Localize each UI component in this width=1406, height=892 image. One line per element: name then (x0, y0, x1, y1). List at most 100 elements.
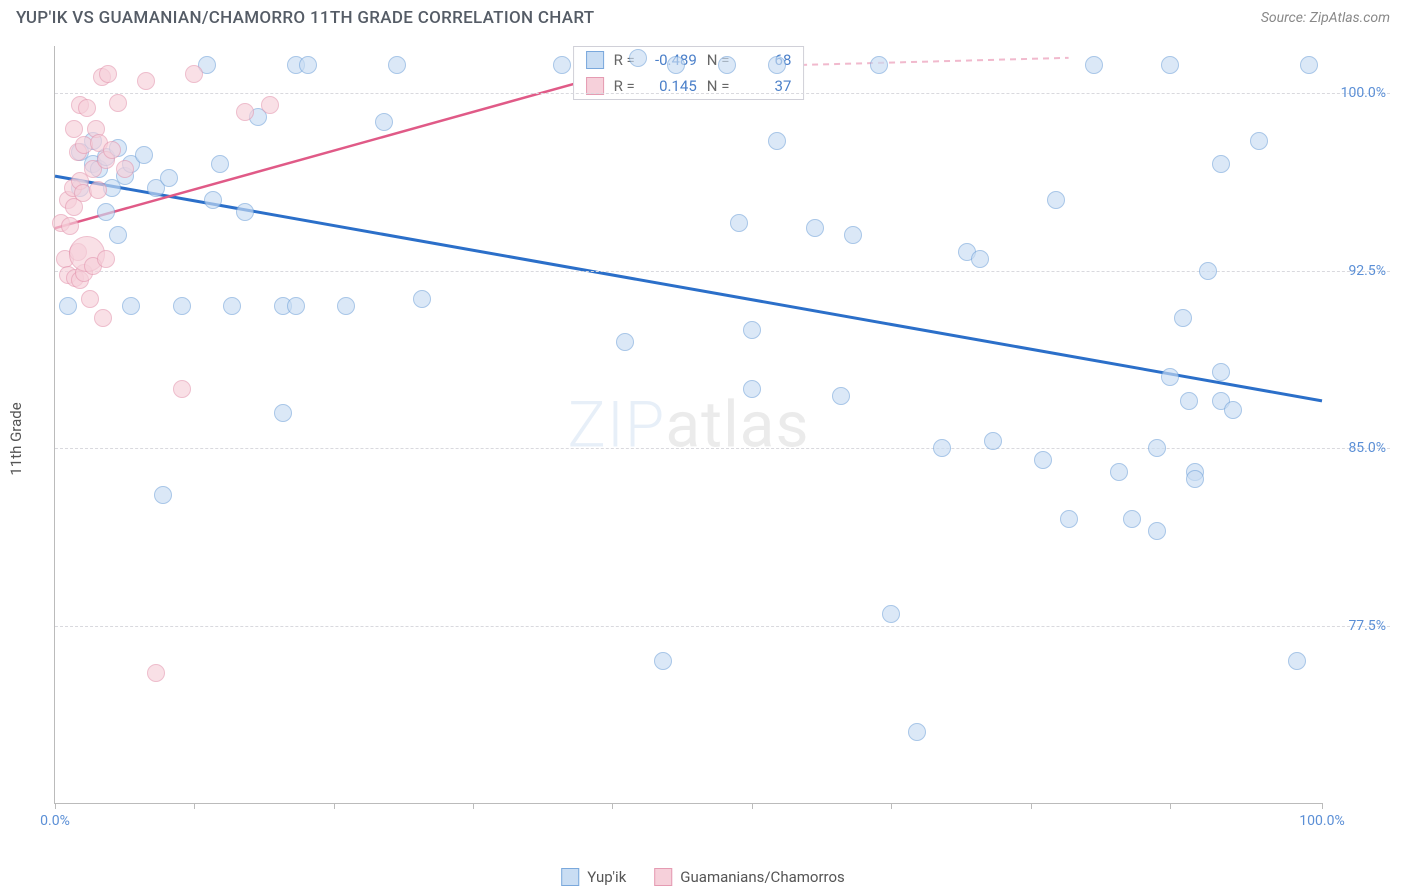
legend-swatch (586, 77, 604, 95)
data-point (287, 297, 305, 315)
data-point (160, 169, 178, 187)
data-point (1174, 309, 1192, 327)
data-point (99, 65, 117, 83)
data-point (337, 297, 355, 315)
trend-lines (55, 46, 1322, 803)
data-point (78, 99, 96, 117)
data-point (375, 113, 393, 131)
r-label: R = (614, 77, 635, 95)
data-point (882, 605, 900, 623)
data-point (933, 439, 951, 457)
data-point (1060, 510, 1078, 528)
stats-legend: R =-0.489N =68R =0.145N =37 (573, 46, 805, 100)
data-point (1161, 56, 1179, 74)
x-tick (612, 803, 613, 809)
data-point (1224, 401, 1242, 419)
legend-label: Yup'ik (587, 868, 626, 886)
x-tick (334, 803, 335, 809)
data-point (1123, 510, 1141, 528)
data-point (1085, 56, 1103, 74)
data-point (97, 203, 115, 221)
stats-row: R =0.145N =37 (574, 73, 804, 99)
data-point (154, 486, 172, 504)
data-point (173, 297, 191, 315)
plot-region: ZIPatlas R =-0.489N =68R =0.145N =37 77.… (54, 46, 1322, 804)
data-point (1186, 470, 1204, 488)
x-tick (1322, 803, 1323, 809)
data-point (768, 56, 786, 74)
data-point (97, 250, 115, 268)
data-point (1034, 451, 1052, 469)
data-point (1161, 368, 1179, 386)
data-point (984, 432, 1002, 450)
data-point (236, 103, 254, 121)
data-point (61, 217, 79, 235)
data-point (971, 250, 989, 268)
gridline (55, 448, 1390, 449)
data-point (844, 226, 862, 244)
data-point (116, 160, 134, 178)
chart-title: YUP'IK VS GUAMANIAN/CHAMORRO 11TH GRADE … (16, 8, 594, 28)
watermark: ZIPatlas (568, 387, 810, 462)
gridline (55, 271, 1390, 272)
data-point (768, 132, 786, 150)
legend-swatch (561, 868, 579, 886)
legend-label: Guamanians/Chamorros (680, 868, 844, 886)
data-point (94, 309, 112, 327)
data-point (65, 120, 83, 138)
watermark-zip: ZIP (568, 387, 666, 462)
data-point (173, 380, 191, 398)
x-tick-label: 0.0% (40, 813, 70, 829)
data-point (553, 56, 571, 74)
y-tick-label: 77.5% (1348, 618, 1386, 634)
data-point (629, 49, 647, 67)
r-value: 0.145 (645, 77, 697, 95)
data-point (908, 723, 926, 741)
n-value: 37 (739, 77, 791, 95)
data-point (236, 203, 254, 221)
data-point (388, 56, 406, 74)
data-point (1110, 463, 1128, 481)
header: YUP'IK VS GUAMANIAN/CHAMORRO 11TH GRADE … (0, 0, 1406, 32)
data-point (1148, 439, 1166, 457)
chart-container: YUP'IK VS GUAMANIAN/CHAMORRO 11TH GRADE … (0, 0, 1406, 892)
data-point (211, 155, 229, 173)
x-tick (891, 803, 892, 809)
x-tick (473, 803, 474, 809)
x-tick (194, 803, 195, 809)
data-point (299, 56, 317, 74)
y-tick-label: 85.0% (1348, 440, 1386, 456)
legend-swatch (654, 868, 672, 886)
data-point (743, 321, 761, 339)
data-point (1250, 132, 1268, 150)
data-point (1212, 155, 1230, 173)
x-tick-label: 100.0% (1299, 813, 1344, 829)
x-tick (1031, 803, 1032, 809)
source-label: Source: ZipAtlas.com (1261, 10, 1390, 26)
x-tick (1170, 803, 1171, 809)
y-tick-label: 92.5% (1348, 263, 1386, 279)
gridline (55, 626, 1390, 627)
y-tick-label: 100.0% (1341, 85, 1386, 101)
data-point (667, 56, 685, 74)
watermark-atlas: atlas (665, 387, 809, 462)
y-axis-title: 11th Grade (7, 402, 25, 475)
legend-swatch (586, 51, 604, 69)
legend-item: Guamanians/Chamorros (654, 868, 844, 886)
data-point (137, 72, 155, 90)
data-point (654, 652, 672, 670)
data-point (147, 664, 165, 682)
data-point (1212, 363, 1230, 381)
data-point (413, 290, 431, 308)
data-point (103, 141, 121, 159)
data-point (1180, 392, 1198, 410)
data-point (89, 181, 107, 199)
x-tick (55, 803, 56, 809)
data-point (730, 214, 748, 232)
chart-area: 11th Grade ZIPatlas R =-0.489N =68R =0.1… (54, 46, 1390, 832)
data-point (870, 56, 888, 74)
data-point (185, 65, 203, 83)
gridline (55, 93, 1390, 94)
data-point (109, 94, 127, 112)
data-point (1148, 522, 1166, 540)
